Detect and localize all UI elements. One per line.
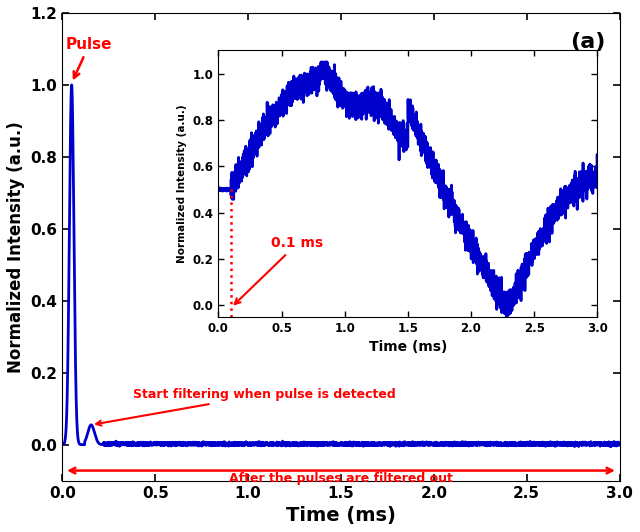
X-axis label: Time (ms): Time (ms) [286, 506, 396, 525]
Text: (a): (a) [570, 31, 605, 52]
Text: Start filtering when pulse is detected: Start filtering when pulse is detected [96, 388, 396, 426]
Text: Pulse: Pulse [66, 37, 113, 78]
Text: After the pulses are filtered out: After the pulses are filtered out [229, 472, 453, 485]
Y-axis label: Normalized Intensity (a.u.): Normalized Intensity (a.u.) [7, 121, 25, 373]
